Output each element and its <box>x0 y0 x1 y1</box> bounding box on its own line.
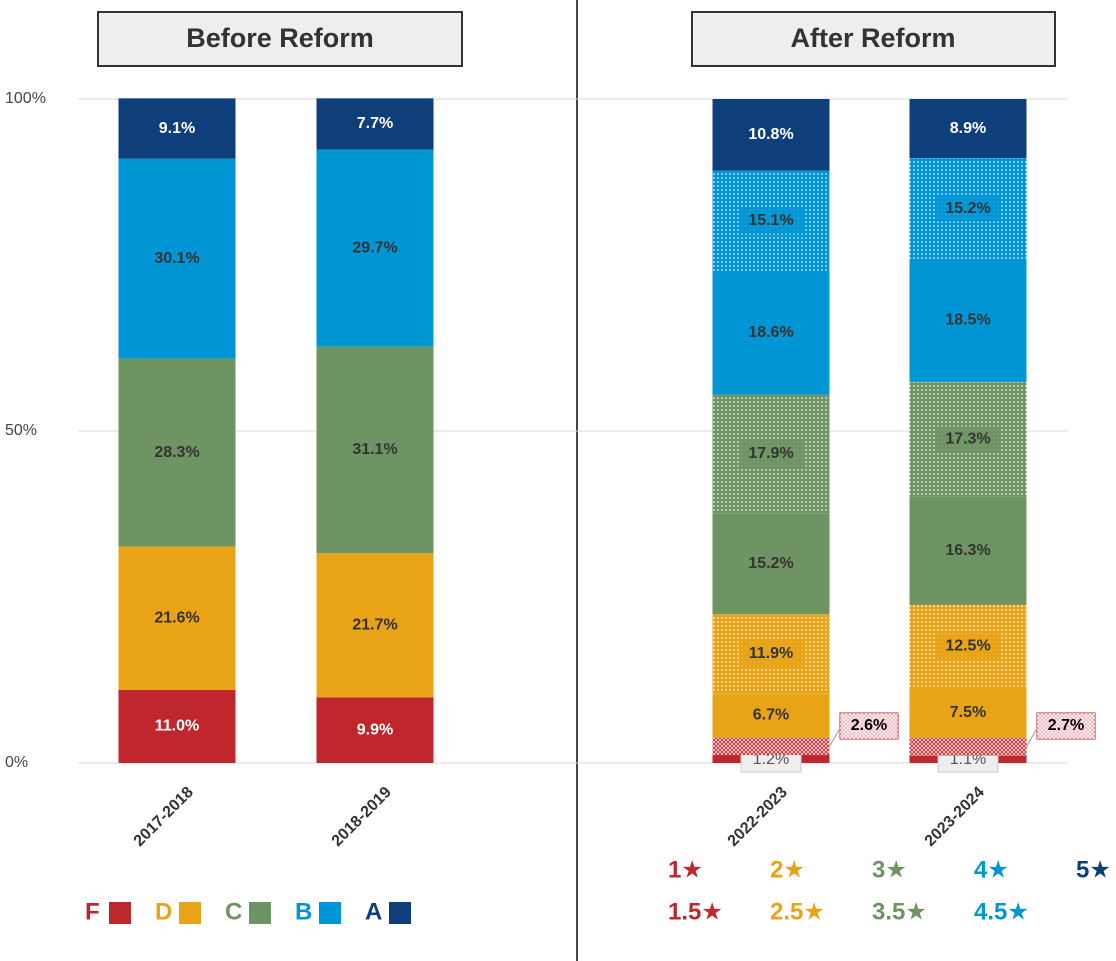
bar-segment <box>118 689 236 763</box>
bar-segment <box>712 693 830 738</box>
bar-segment <box>316 346 434 554</box>
bar-segment <box>909 687 1027 738</box>
legend-swatch <box>319 902 341 924</box>
x-tick-label: 2018-2019 <box>329 784 395 850</box>
value-label: 30.1% <box>154 250 199 267</box>
bar-segment <box>316 149 434 347</box>
value-label: 28.3% <box>154 444 199 461</box>
title-box <box>97 11 463 67</box>
bar-segment <box>316 697 434 763</box>
legend-label: D <box>155 898 172 925</box>
bar-segment <box>909 496 1027 605</box>
y-tick-label: 50% <box>5 422 37 439</box>
legend-swatch <box>249 902 271 924</box>
bar-segment <box>909 259 1027 382</box>
legend-swatch <box>179 902 201 924</box>
bar-segment <box>118 158 236 359</box>
value-label: 29.7% <box>352 239 397 256</box>
value-label: 1.2% <box>753 751 789 768</box>
legend-label: 1★ <box>668 856 703 883</box>
y-tick-label: 100% <box>5 90 46 107</box>
value-label: 7.5% <box>950 704 986 721</box>
legend-label: 1.5★ <box>668 898 723 925</box>
legend-label: 2★ <box>770 856 805 883</box>
label-box <box>936 633 1000 660</box>
label-box <box>739 640 803 667</box>
legend-label: 2.5★ <box>770 898 825 925</box>
value-label: 11.0% <box>155 718 199 735</box>
bar-segment <box>316 98 434 150</box>
bar-segment <box>712 270 830 395</box>
value-label: 8.9% <box>950 120 986 137</box>
value-label: 10.8% <box>748 126 793 143</box>
label-box <box>739 440 803 467</box>
value-label: 2.6% <box>851 717 887 734</box>
value-label: 16.3% <box>945 542 990 559</box>
label-box-pattern <box>1037 713 1095 739</box>
bar-segment <box>118 98 236 159</box>
value-label: 7.7% <box>357 115 393 132</box>
leader-line <box>829 729 840 747</box>
legend-label: 3★ <box>872 856 907 883</box>
label-box <box>936 195 1000 222</box>
bar-segment <box>316 553 434 698</box>
x-tick-label: 2022-2023 <box>725 784 791 850</box>
legend-label: 4★ <box>974 856 1009 883</box>
y-tick-label: 0% <box>5 754 28 771</box>
x-tick-label: 2023-2024 <box>922 784 988 850</box>
value-label: 9.1% <box>159 120 195 137</box>
legend-label: 5★ <box>1076 856 1111 883</box>
label-box <box>936 426 1000 453</box>
value-label: 18.6% <box>748 324 793 341</box>
label-box-pattern <box>840 713 898 739</box>
value-label: 12.5% <box>945 638 990 655</box>
chart-title: After Reform <box>790 23 955 53</box>
legend-label: 4.5★ <box>974 898 1029 925</box>
bar-segment <box>712 513 830 615</box>
value-label: 21.7% <box>352 616 397 633</box>
value-label: 17.3% <box>945 431 990 448</box>
leader-line <box>1026 729 1037 747</box>
value-label: 17.9% <box>748 445 793 462</box>
value-label: 18.5% <box>945 312 990 329</box>
legend-label: A <box>365 898 382 925</box>
value-label: 15.2% <box>945 200 990 217</box>
legend-label: 3.5★ <box>872 898 927 925</box>
legend-swatch <box>109 902 131 924</box>
value-label: 2.7% <box>1048 717 1084 734</box>
chart-title: Before Reform <box>186 23 374 53</box>
value-label: 31.1% <box>352 441 397 458</box>
value-label: 11.9% <box>749 645 793 662</box>
value-label: 6.7% <box>753 707 789 724</box>
label-box <box>739 207 803 234</box>
title-box <box>691 11 1056 67</box>
bar-segment <box>118 546 236 690</box>
x-tick-label: 2017-2018 <box>131 784 197 850</box>
legend-label: C <box>225 898 242 925</box>
bar-segment <box>712 99 830 171</box>
value-label: 9.9% <box>357 721 393 738</box>
bar-pattern <box>909 737 1027 756</box>
bar-segment <box>118 358 236 547</box>
legend-swatch <box>389 902 411 924</box>
value-label: 21.6% <box>154 609 199 626</box>
legend-label: F <box>85 898 100 925</box>
bar-pattern <box>712 737 830 756</box>
legend-label: B <box>295 898 312 925</box>
bar-segment <box>909 99 1027 159</box>
value-label: 15.2% <box>748 555 793 572</box>
value-label: 15.1% <box>748 212 793 229</box>
